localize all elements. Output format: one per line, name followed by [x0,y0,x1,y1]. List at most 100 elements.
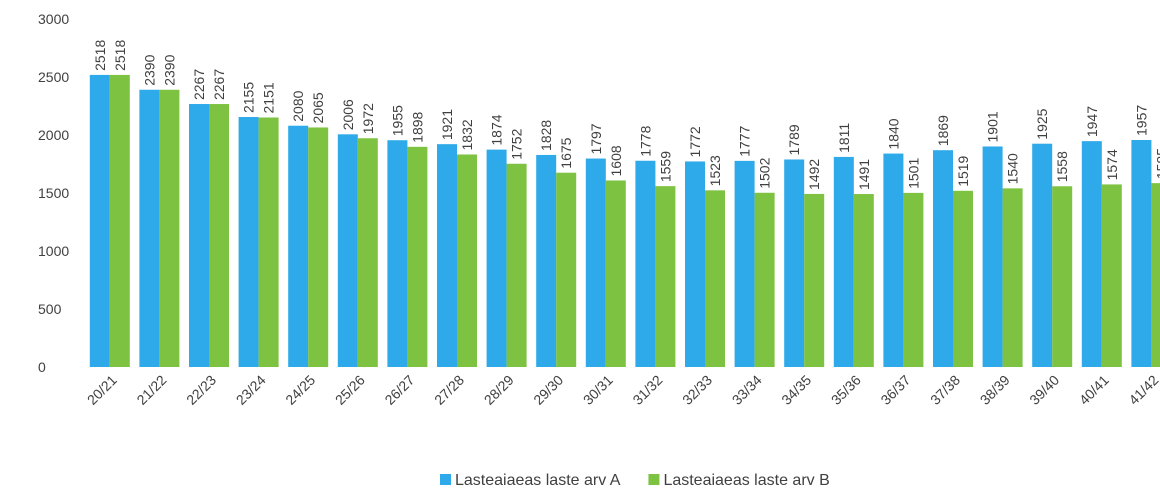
data-label: 1559 [657,151,673,182]
bar [605,180,626,367]
y-tick-label: 2000 [38,127,69,143]
data-label: 1523 [707,155,723,186]
bar [853,194,874,367]
bar [308,127,329,368]
bar [1151,183,1160,367]
x-tick-label: 29/30 [530,372,566,408]
bar [705,190,725,367]
data-label: 2155 [241,82,257,113]
data-label: 1778 [637,125,653,156]
x-tick-label: 24/25 [282,372,318,408]
bar [486,149,507,367]
data-label: 2390 [141,54,157,85]
bar [784,159,805,367]
data-label: 2390 [161,54,177,85]
bar [288,125,309,367]
bar [982,146,1003,367]
legend-label: Lasteaiaeas laste arv A [455,472,621,489]
bar [585,158,606,367]
data-label: 1574 [1104,149,1120,180]
data-label: 1925 [1034,108,1050,139]
bar [903,192,924,367]
data-label: 1675 [558,137,574,168]
y-tick-label: 2500 [38,69,69,85]
data-label: 1828 [538,120,554,151]
data-label: 1540 [1005,153,1021,184]
data-label: 1972 [360,103,376,134]
bar [357,138,378,367]
bar [1101,184,1122,367]
x-tick-label: 21/22 [133,372,169,408]
data-label: 1491 [856,159,872,190]
bar [1131,139,1152,367]
bar [1002,188,1023,367]
x-tick-label: 35/36 [828,372,864,408]
bar [1032,143,1053,367]
bar [953,190,973,367]
data-label: 1492 [806,159,822,190]
data-label: 1901 [985,111,1001,142]
data-label: 1519 [955,155,971,186]
bar [635,160,656,367]
x-tick-label: 41/42 [1125,372,1160,408]
data-label: 1501 [905,158,921,189]
y-tick-label: 3000 [38,11,69,27]
data-label: 2518 [112,40,128,71]
bar [833,156,854,367]
bar [258,117,279,367]
y-tick-label: 1500 [38,185,69,201]
bar [556,172,577,367]
x-tick-label: 39/40 [1026,372,1062,408]
bar [189,104,209,367]
bar [1052,186,1073,367]
data-label: 2267 [191,69,207,100]
bar [407,146,428,367]
bar [89,74,110,368]
x-tick-label: 38/39 [977,372,1013,408]
x-tick-label: 31/32 [629,372,665,408]
data-label: 1585 [1153,148,1160,179]
data-label: 1789 [786,124,802,155]
data-label: 2065 [310,92,326,123]
x-tick-label: 26/27 [381,372,417,408]
data-label: 1840 [885,118,901,149]
y-tick-label: 500 [38,301,62,317]
bar [109,74,130,368]
bar [536,154,557,367]
bar [754,192,775,367]
bar [506,163,527,367]
data-label: 1777 [737,126,753,157]
data-label: 2267 [211,69,227,100]
data-label: 1811 [836,123,852,153]
bar [387,140,408,367]
bar [437,144,457,367]
x-tick-label: 27/28 [431,372,467,408]
data-label: 1772 [687,126,703,157]
data-label: 2151 [261,82,277,113]
bar [685,161,705,367]
data-label: 1797 [588,123,604,154]
data-label: 1832 [459,119,475,150]
data-label: 2006 [340,99,356,130]
legend-swatch [440,474,451,485]
bar [238,117,259,368]
data-label: 1921 [439,109,455,140]
bar [883,153,904,367]
bar [139,89,160,367]
bar [1081,141,1102,367]
x-tick-label: 22/23 [183,372,219,408]
bar [209,104,229,367]
x-tick-label: 33/34 [729,372,765,408]
x-tick-label: 40/41 [1076,372,1112,408]
legend-label: Lasteaiaeas laste arv B [663,472,829,489]
y-tick-label: 1000 [38,243,69,259]
data-label: 2518 [92,40,108,71]
bar [457,154,477,367]
data-label: 1898 [409,111,425,142]
data-label: 1752 [509,128,525,159]
data-label: 1957 [1133,105,1149,136]
x-tick-label: 30/31 [580,372,616,408]
x-tick-label: 32/33 [679,372,715,408]
x-tick-label: 36/37 [877,372,913,408]
